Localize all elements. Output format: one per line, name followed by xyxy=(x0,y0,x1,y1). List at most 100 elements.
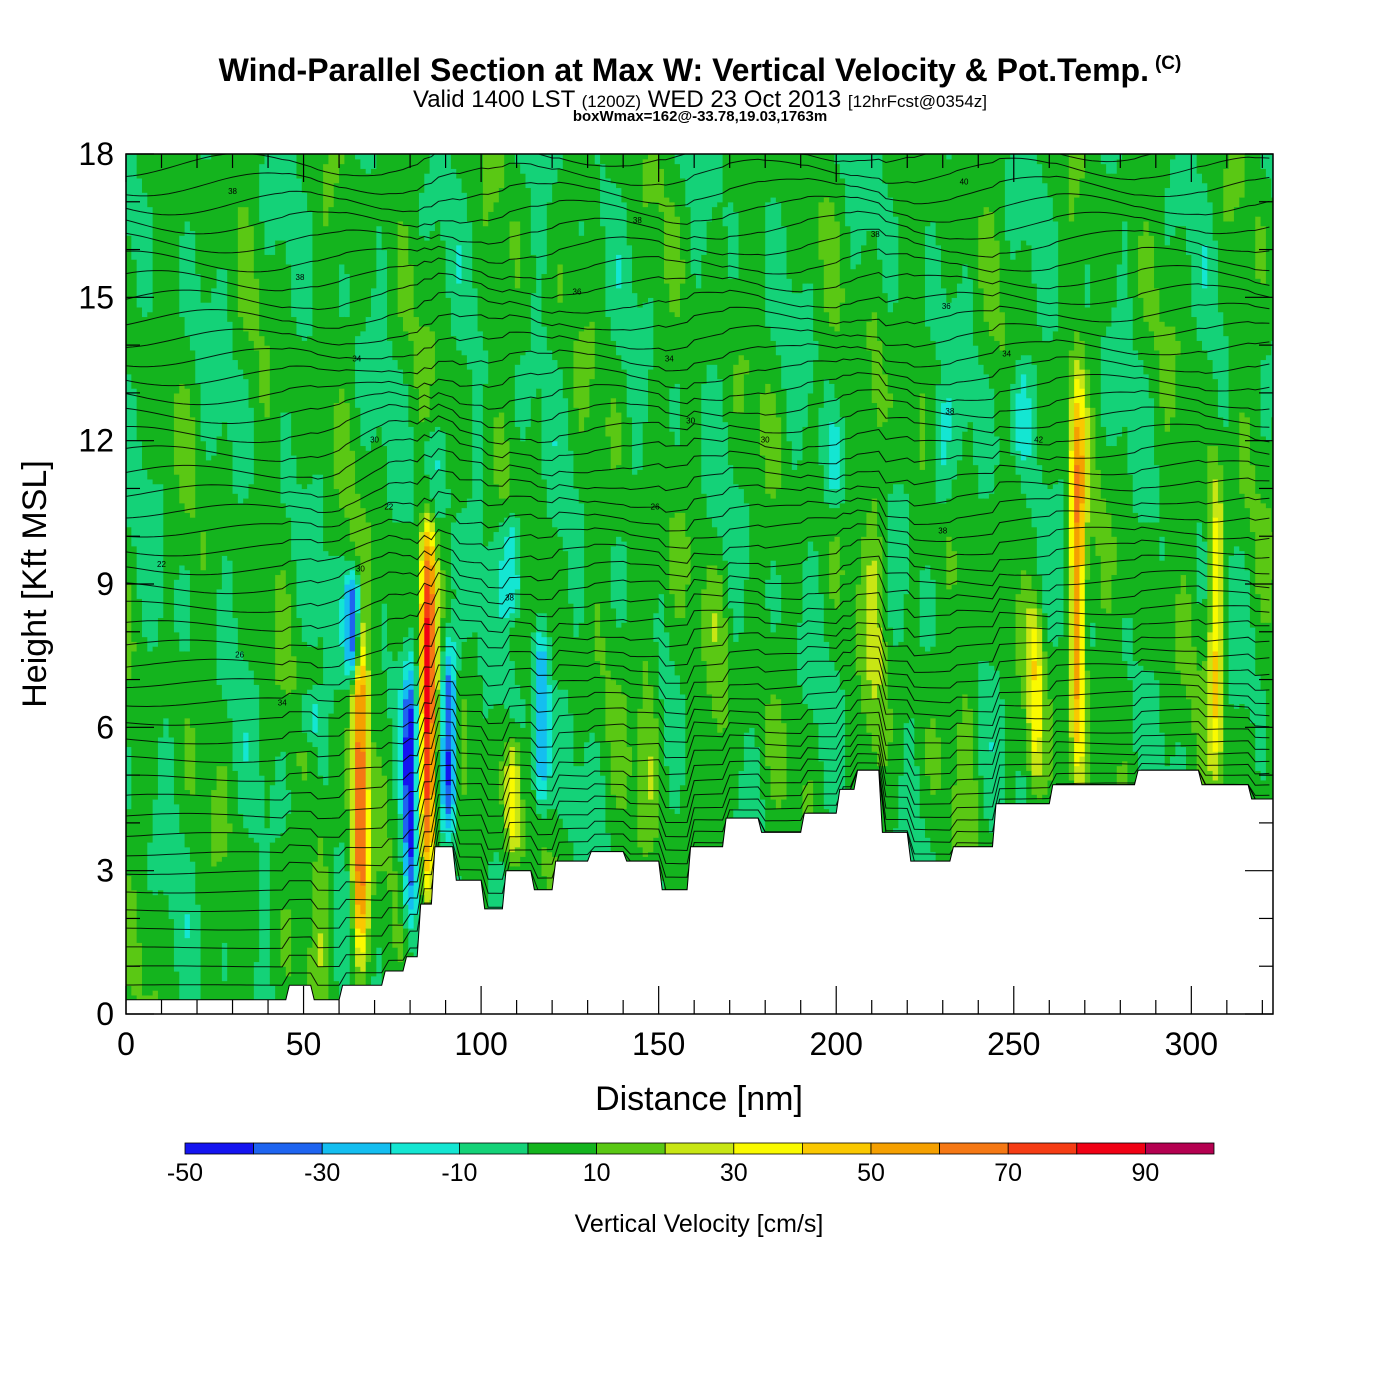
valid-time-lst: Valid 1400 LST xyxy=(412,86,575,113)
theta-contour xyxy=(126,708,1270,838)
theta-contour xyxy=(126,509,1270,576)
colorbar-tick-label: 30 xyxy=(720,1159,748,1187)
colorbar-swatch xyxy=(321,1142,392,1155)
theta-contour xyxy=(126,228,1270,273)
theta-contour xyxy=(126,539,1270,613)
y-tick-label: 0 xyxy=(96,996,114,1032)
theta-contour-label: 30 xyxy=(686,417,695,426)
theta-contour xyxy=(126,156,1270,197)
theta-contour xyxy=(126,264,1270,311)
x-axis-label: Distance [nm] xyxy=(595,1080,803,1118)
colorbar-swatch xyxy=(870,1142,940,1155)
theta-contour xyxy=(126,175,1270,216)
x-tick-label: 300 xyxy=(1165,1026,1218,1062)
theta-contour-label: 34 xyxy=(352,354,361,363)
colorbar: -50 -30 -10 10 30 50 70 90 xyxy=(167,1142,1215,1187)
colorbar-swatch xyxy=(802,1142,872,1155)
x-tick-label: 100 xyxy=(454,1026,507,1062)
theta-contour xyxy=(126,554,1270,632)
theta-contour xyxy=(126,302,1270,348)
x-tick-label: 250 xyxy=(987,1026,1040,1062)
theta-contour xyxy=(126,670,1270,782)
theta-contour xyxy=(126,720,1270,857)
theta-contour xyxy=(126,339,1270,387)
colorbar-tick-label: 10 xyxy=(583,1159,611,1187)
theta-contour xyxy=(126,523,1270,595)
theta-contour-label: 34 xyxy=(1002,350,1011,359)
theta-contour xyxy=(126,283,1270,329)
theta-contour xyxy=(126,389,1270,444)
colorbar-swatch xyxy=(458,1142,529,1155)
theta-contour-label: 42 xyxy=(1034,436,1043,445)
colorbar-swatch xyxy=(596,1142,666,1155)
y-tick-label: 15 xyxy=(78,279,114,315)
colorbar-tick-label: -50 xyxy=(167,1159,203,1187)
forecast-info: [12hrFcst@0354z] xyxy=(847,92,988,111)
theta-contour-label: 36 xyxy=(573,288,582,297)
terrain-mask xyxy=(125,769,1274,1015)
theta-contour-label: 38 xyxy=(938,526,947,535)
theta-contour xyxy=(126,423,1270,480)
y-tick-label: 6 xyxy=(96,709,114,745)
y-axis-label: Height [Kft MSL] xyxy=(16,460,54,708)
theta-contour xyxy=(126,633,1270,726)
theta-contour xyxy=(126,440,1270,498)
theta-contour xyxy=(126,769,1270,949)
y-tick-label: 9 xyxy=(96,566,114,602)
y-tick-label: 3 xyxy=(96,853,114,889)
theta-contour-label: 22 xyxy=(157,560,166,569)
theta-contour xyxy=(126,459,1270,519)
colorbar-label: Vertical Velocity [cm/s] xyxy=(575,1210,824,1238)
colorbar-swatch xyxy=(390,1142,460,1155)
contour-labels: 22 26 34 30 22 30 34 38 38 38 26 30 34 36 38 30 38 38 38 36… xyxy=(157,178,1044,708)
boxwmax-line: boxWmax=162@-33.78,19.03,1763m xyxy=(572,108,828,125)
colorbar-swatch xyxy=(1076,1142,1146,1155)
theta-contour-label: 26 xyxy=(651,503,660,512)
theta-contour-label: 38 xyxy=(871,230,880,239)
colorbar-tick-label: -30 xyxy=(304,1159,340,1187)
theta-contour xyxy=(126,246,1270,292)
theta-contour-label: 38 xyxy=(633,216,642,225)
theta-contour xyxy=(126,644,1270,745)
colorbar-swatch xyxy=(1145,1142,1215,1155)
theta-contour xyxy=(126,585,1270,669)
theta-contour xyxy=(126,570,1270,650)
x-tick-label: 200 xyxy=(810,1026,863,1062)
theta-contour-label: 38 xyxy=(945,407,954,416)
x-tick-label: 150 xyxy=(632,1026,685,1062)
theta-contour xyxy=(126,494,1270,557)
theta-contour xyxy=(126,154,1154,177)
colorbar-swatch xyxy=(1007,1142,1078,1155)
theta-contour xyxy=(126,372,1270,424)
colorbar-tick-label: 50 xyxy=(857,1159,885,1187)
y-tick-label: 12 xyxy=(78,423,114,459)
theta-contour xyxy=(126,406,1270,462)
potential-temperature-contours xyxy=(126,154,1270,986)
theta-contour xyxy=(126,743,1270,894)
valid-date: WED 23 Oct 2013 xyxy=(647,86,842,113)
theta-contour-label: 38 xyxy=(228,187,237,196)
copyright-mark: (C) xyxy=(1154,53,1182,75)
x-tick-label: 0 xyxy=(117,1026,135,1062)
theta-contour-label: 26 xyxy=(235,651,244,660)
theta-contour-label: 40 xyxy=(960,178,969,187)
colorbar-swatch xyxy=(527,1142,597,1155)
theta-contour xyxy=(126,601,1270,689)
theta-contour-label: 30 xyxy=(370,436,379,445)
theta-contour xyxy=(126,657,1270,764)
theta-contour xyxy=(126,683,1270,801)
theta-contour xyxy=(126,753,1270,912)
theta-contour xyxy=(126,762,1270,931)
theta-contour xyxy=(126,321,1270,368)
theta-contour xyxy=(126,356,1270,406)
colorbar-tick-label: 70 xyxy=(994,1159,1022,1187)
colorbar-tick-label: -10 xyxy=(441,1159,477,1187)
theta-contour-label: 34 xyxy=(665,354,674,363)
theta-contour xyxy=(126,193,1270,235)
theta-contour-label: 36 xyxy=(942,302,951,311)
colorbar-swatch xyxy=(184,1142,254,1155)
terrain xyxy=(125,769,1274,1015)
valid-time-line: Valid 1400 LST (1200Z) WED 23 Oct 2013 [… xyxy=(0,86,1400,114)
